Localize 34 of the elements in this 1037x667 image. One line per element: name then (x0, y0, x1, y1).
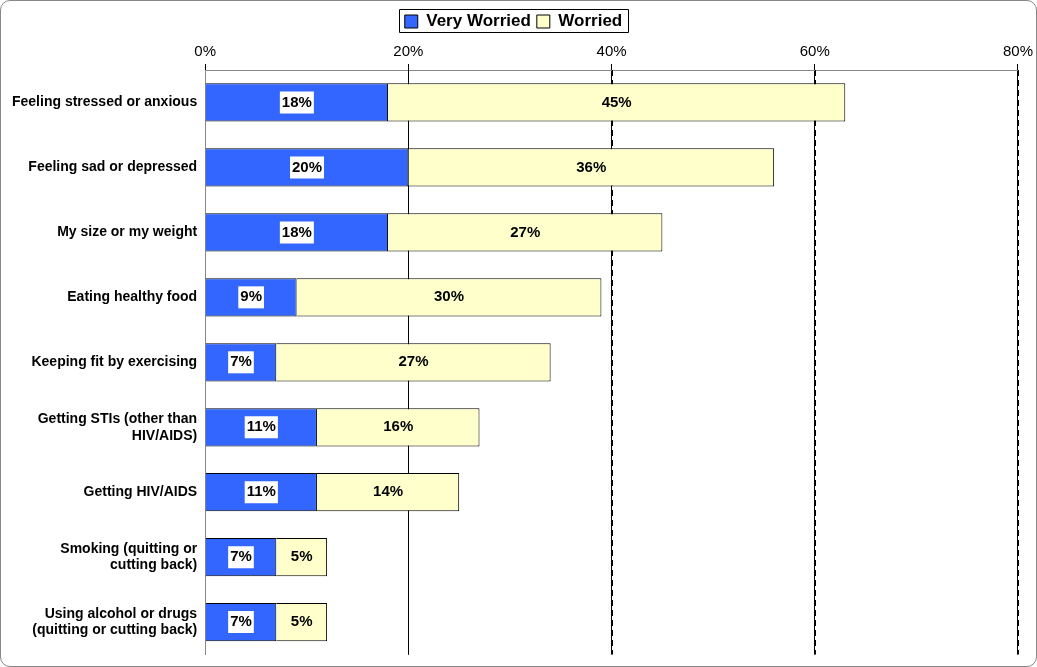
legend-label: Worried (558, 11, 623, 31)
data-label: 14% (373, 482, 404, 500)
data-label: 5% (290, 547, 313, 565)
y-tick-label: Eating healthy food (67, 288, 198, 305)
x-tick-label: 0% (194, 42, 217, 60)
data-label: 27% (398, 352, 429, 370)
data-label: 18% (281, 222, 312, 240)
data-label: 7% (230, 547, 252, 565)
data-label: 20% (292, 157, 323, 175)
x-tick-label: 80% (1002, 42, 1033, 60)
data-label: 16% (383, 417, 414, 435)
y-tick-label: Feeling sad or depressed (28, 158, 198, 175)
y-tick-label: Getting HIV/AIDS (83, 483, 198, 500)
y-tick-label: Keeping fit by exercising (31, 353, 198, 370)
y-tick-label: Smoking (quitting or cutting back) (60, 539, 198, 573)
data-label: 45% (601, 92, 632, 110)
data-label: 7% (230, 612, 252, 630)
data-label: 27% (510, 222, 541, 240)
x-tick-label: 40% (596, 42, 627, 60)
y-tick-label: My size or my weight (57, 223, 198, 240)
data-label: 11% (246, 417, 276, 435)
data-label: 36% (576, 157, 607, 175)
data-label: 5% (290, 612, 313, 630)
y-tick-label: Getting STIs (other than HIV/AIDS) (37, 409, 198, 443)
data-label: 7% (230, 352, 252, 370)
data-label: 9% (240, 287, 262, 305)
data-label: 30% (434, 287, 465, 305)
y-tick-label: Using alcohol or drugs (quitting or cutting back) (32, 604, 198, 638)
data-label: 11% (246, 482, 276, 500)
y-tick-label: Feeling stressed or anxious (12, 93, 198, 110)
legend-label: Very Worried (426, 11, 531, 31)
data-label: 18% (281, 92, 312, 110)
x-tick-label: 20% (393, 42, 424, 60)
x-tick-label: 60% (799, 42, 830, 60)
